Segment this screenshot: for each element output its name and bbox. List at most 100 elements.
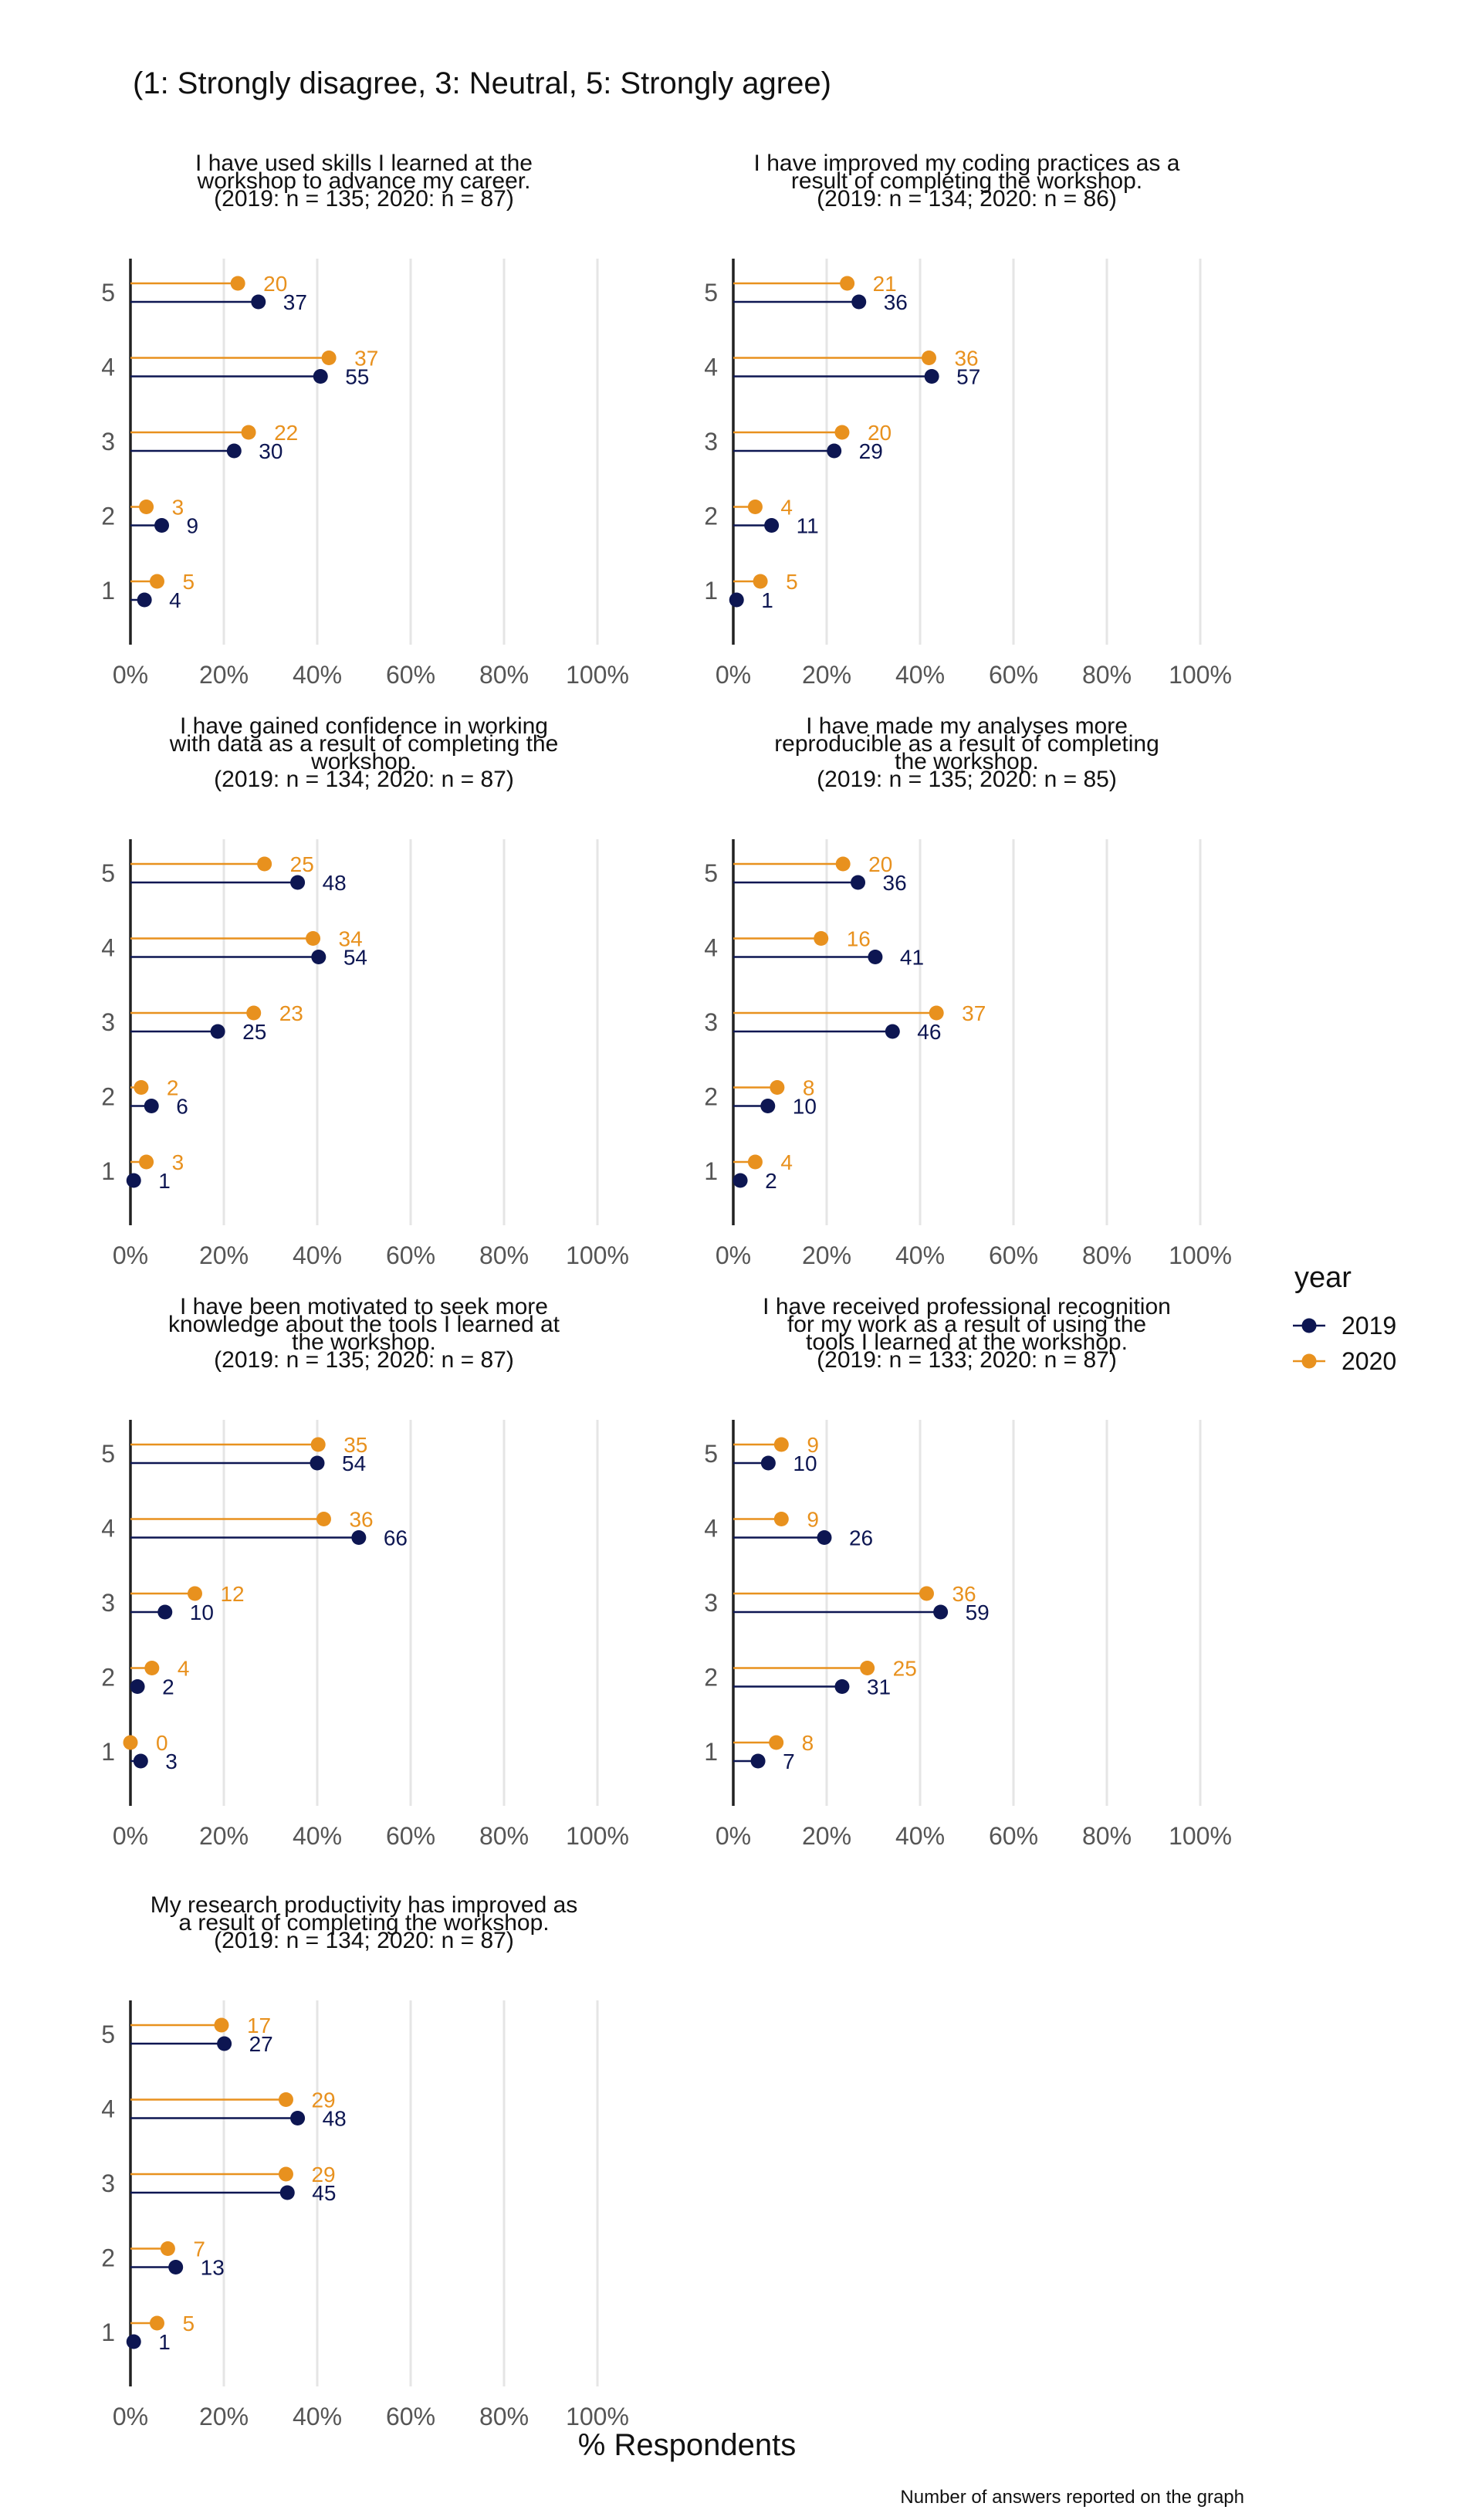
panel-title-line: the workshop.: [895, 749, 1039, 774]
lollipop-point-2019: [290, 875, 306, 890]
panel-title-line: workshop to advance my career.: [197, 168, 531, 194]
count-label-2020: 37: [962, 1001, 986, 1025]
count-label-2020: 5: [182, 570, 195, 594]
lollipop-point-2020: [230, 276, 245, 291]
count-label-2019: 4: [169, 588, 181, 612]
count-label-2020: 7: [193, 2237, 205, 2261]
lollipop-point-2020: [860, 1661, 875, 1675]
y-tick-label: 2: [101, 1664, 115, 1692]
count-label-2020: 17: [247, 2014, 271, 2037]
lollipop-point-2019: [827, 443, 842, 459]
count-label-2020: 35: [343, 1433, 367, 1457]
legend-item-2019: 2019: [1293, 1312, 1396, 1340]
lollipop-point-2020: [769, 1735, 784, 1750]
panel-title-line: (2019: n = 135; 2020: n = 87): [214, 1347, 514, 1373]
count-label-2020: 20: [263, 272, 287, 296]
count-label-2019: 3: [165, 1749, 178, 1773]
x-tick-label: 0%: [716, 1822, 751, 1850]
lollipop-point-2020: [187, 1586, 202, 1601]
lollipop-point-2019: [760, 1099, 776, 1113]
count-label-2019: 2: [162, 1675, 174, 1699]
legend-label: 2019: [1342, 1312, 1396, 1340]
lollipop-point-2019: [885, 1024, 900, 1039]
panel-title-line: (2019: n = 134; 2020: n = 87): [214, 767, 514, 792]
count-label-2020: 29: [311, 2163, 335, 2186]
x-tick-label: 40%: [293, 1241, 342, 1269]
x-tick-label: 0%: [113, 1822, 148, 1850]
y-tick-label: 4: [704, 934, 718, 962]
count-label-2019: 48: [323, 871, 347, 895]
lollipop-point-2020: [134, 1080, 149, 1095]
lollipop-point-2019: [733, 1173, 748, 1188]
panel-title-line: the workshop.: [292, 1329, 436, 1355]
y-tick-label: 3: [101, 1589, 115, 1617]
y-tick-label: 3: [704, 1008, 718, 1036]
count-label-2019: 36: [884, 290, 908, 314]
count-label-2019: 27: [249, 2032, 273, 2056]
count-label-2019: 31: [867, 1675, 891, 1699]
x-tick-label: 100%: [1169, 1822, 1232, 1850]
legend-title: year: [1294, 1262, 1352, 1294]
lollipop-point-2019: [817, 1530, 832, 1545]
lollipop-point-2020: [144, 1661, 160, 1675]
panel-title-line: (2019: n = 134; 2020: n = 86): [817, 186, 1117, 212]
y-tick-label: 1: [101, 1738, 115, 1766]
count-label-2019: 10: [793, 1451, 817, 1475]
lollipop-point-2019: [130, 1679, 145, 1694]
lollipop-point-2019: [137, 592, 152, 608]
y-tick-label: 4: [101, 934, 115, 962]
x-tick-label: 80%: [1082, 1241, 1132, 1269]
count-label-2019: 29: [859, 439, 883, 463]
count-label-2020: 12: [220, 1582, 244, 1606]
count-label-2020: 36: [954, 347, 978, 371]
lollipop-point-2019: [851, 294, 867, 310]
y-tick-label: 4: [704, 354, 718, 381]
count-label-2019: 13: [201, 2256, 225, 2280]
lollipop-point-2019: [924, 369, 939, 384]
y-tick-label: 3: [704, 1589, 718, 1617]
x-axis-title: % Respondents: [578, 2428, 796, 2462]
panel-title-line: (2019: n = 134; 2020: n = 87): [214, 1928, 514, 1953]
count-label-2020: 29: [311, 2088, 335, 2112]
x-tick-label: 80%: [1082, 1822, 1132, 1850]
x-tick-label: 0%: [716, 1241, 751, 1269]
panel-title-line: with data as a result of completing the: [169, 731, 559, 757]
x-tick-label: 60%: [386, 2403, 435, 2430]
count-label-2020: 8: [803, 1076, 815, 1100]
y-tick-label: 1: [101, 577, 115, 605]
count-label-2020: 22: [274, 421, 298, 445]
count-label-2019: 30: [259, 439, 283, 463]
lollipop-point-2020: [139, 500, 154, 514]
count-label-2020: 9: [807, 1508, 819, 1532]
chart-panel: I have received professional recognition…: [704, 1294, 1232, 1850]
count-label-2020: 20: [868, 421, 892, 445]
x-tick-label: 40%: [293, 2403, 342, 2430]
count-label-2019: 2: [765, 1169, 777, 1193]
y-tick-label: 1: [704, 1157, 718, 1185]
y-tick-label: 3: [101, 428, 115, 456]
panel-title-line: (2019: n = 135; 2020: n = 85): [817, 767, 1117, 792]
count-label-2020: 0: [156, 1731, 168, 1755]
lollipop-point-2019: [217, 2036, 232, 2051]
x-tick-label: 60%: [989, 1241, 1038, 1269]
x-tick-label: 40%: [895, 1241, 945, 1269]
lollipop-point-2020: [747, 1154, 763, 1170]
x-tick-label: 80%: [1082, 661, 1132, 689]
count-label-2019: 10: [190, 1600, 214, 1624]
y-tick-label: 4: [101, 354, 115, 381]
lollipop-point-2020: [773, 1512, 789, 1526]
lollipop-point-2020: [321, 351, 337, 365]
count-label-2019: 41: [900, 946, 924, 970]
legend-label: 2020: [1342, 1347, 1396, 1375]
count-label-2020: 21: [873, 272, 897, 296]
count-label-2019: 59: [966, 1600, 990, 1624]
panel-title-line: I have used skills I learned at the: [195, 151, 533, 176]
lollipop-point-2020: [160, 2241, 175, 2256]
count-label-2020: 36: [952, 1582, 976, 1606]
count-label-2019: 26: [849, 1526, 873, 1550]
lollipop-point-2020: [310, 1437, 326, 1452]
count-label-2019: 1: [761, 588, 773, 612]
chart-panel: I have used skills I learned at theworks…: [101, 151, 629, 689]
panel-title-line: result of completing the workshop.: [791, 168, 1142, 194]
lollipop-point-2019: [868, 950, 883, 964]
